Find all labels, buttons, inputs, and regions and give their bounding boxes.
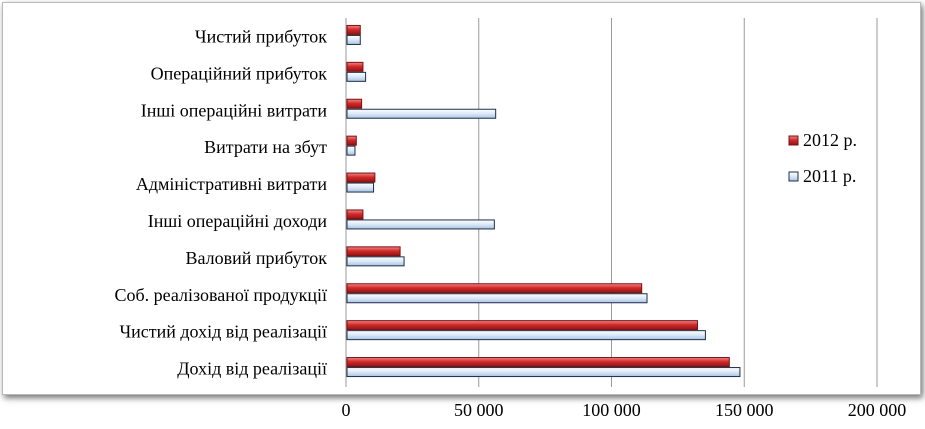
bar-series-1 <box>346 320 698 331</box>
bar-series-2 <box>346 330 706 341</box>
bar-series-2 <box>346 71 367 82</box>
bar-series-2 <box>346 293 648 304</box>
bar-series-2 <box>346 256 405 267</box>
bar-series-1 <box>346 135 357 146</box>
bar-series-1 <box>346 172 376 183</box>
x-tick-label: 0 <box>342 400 351 420</box>
bar-series-2 <box>346 219 495 230</box>
category-label: Адміністративні витрати <box>136 174 328 194</box>
legend: 2012 р. 2011 р. <box>788 130 857 186</box>
x-tick-label: 50 000 <box>454 400 504 420</box>
x-tick-label: 200 000 <box>848 400 907 420</box>
bar-series-2 <box>346 34 361 45</box>
legend-swatch <box>788 171 799 182</box>
bar-series-2 <box>346 145 356 156</box>
category-label: Інші операційні витрати <box>141 100 328 120</box>
category-label: Витрати на збут <box>204 137 327 157</box>
bar-series-2 <box>346 108 497 119</box>
bar-series-2 <box>346 182 375 193</box>
category-label: Чистий прибуток <box>195 26 327 46</box>
bar-series-1 <box>346 209 364 220</box>
bar-series-1 <box>346 61 364 72</box>
category-label: Соб. реалізованої продукції <box>114 285 327 305</box>
legend-swatch <box>788 135 799 146</box>
bar-series-1 <box>346 246 401 257</box>
category-label: Валовий прибуток <box>185 248 327 268</box>
legend-label: 2011 р. <box>803 166 856 186</box>
x-tick-label: 150 000 <box>715 400 774 420</box>
bars <box>346 24 741 378</box>
category-label: Інші операційні доходи <box>148 211 328 231</box>
x-axis-ticks: 0 50 000 100 000 150 000 200 000 <box>342 400 907 420</box>
bar-series-1 <box>346 24 361 35</box>
category-label: Чистий дохід від реалізації <box>119 322 327 342</box>
bar-series-1 <box>346 98 363 109</box>
legend-label: 2012 р. <box>803 130 857 150</box>
category-labels: Дохід від реалізації Чистий дохід від реа… <box>114 26 327 378</box>
x-tick-label: 100 000 <box>582 400 641 420</box>
category-label: Операційний прибуток <box>151 63 328 83</box>
category-label: Дохід від реалізації <box>177 359 327 379</box>
bar-series-1 <box>346 357 730 368</box>
bar-series-1 <box>346 283 643 294</box>
bar-series-2 <box>346 367 741 378</box>
